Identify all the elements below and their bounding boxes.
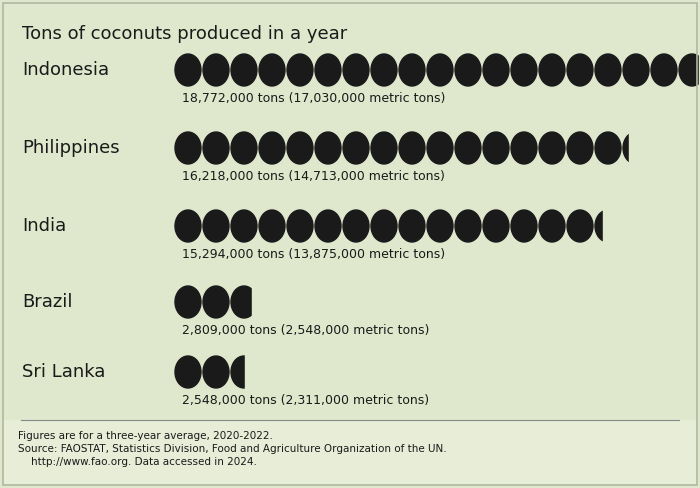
Ellipse shape <box>315 132 341 164</box>
Ellipse shape <box>651 54 677 86</box>
Ellipse shape <box>427 132 453 164</box>
Ellipse shape <box>203 132 229 164</box>
Ellipse shape <box>539 210 565 242</box>
Ellipse shape <box>315 54 341 86</box>
Ellipse shape <box>679 54 700 86</box>
Ellipse shape <box>567 132 593 164</box>
Ellipse shape <box>231 54 257 86</box>
Text: 15,294,000 tons (13,875,000 metric tons): 15,294,000 tons (13,875,000 metric tons) <box>182 248 445 261</box>
Bar <box>699 52 700 88</box>
Ellipse shape <box>231 356 257 388</box>
Bar <box>603 208 623 244</box>
Ellipse shape <box>175 356 201 388</box>
Text: 2,809,000 tons (2,548,000 metric tons): 2,809,000 tons (2,548,000 metric tons) <box>182 324 429 337</box>
Ellipse shape <box>623 132 649 164</box>
Text: Brazil: Brazil <box>22 293 73 311</box>
Ellipse shape <box>483 54 509 86</box>
Bar <box>245 354 259 390</box>
Ellipse shape <box>315 210 341 242</box>
Ellipse shape <box>203 356 229 388</box>
Ellipse shape <box>595 54 621 86</box>
Text: India: India <box>22 217 66 235</box>
Ellipse shape <box>287 54 313 86</box>
Ellipse shape <box>511 54 537 86</box>
Ellipse shape <box>203 210 229 242</box>
Ellipse shape <box>259 132 285 164</box>
Ellipse shape <box>539 54 565 86</box>
Text: Source: FAOSTAT, Statistics Division, Food and Agriculture Organization of the U: Source: FAOSTAT, Statistics Division, Fo… <box>18 444 447 454</box>
Text: 18,772,000 tons (17,030,000 metric tons): 18,772,000 tons (17,030,000 metric tons) <box>182 92 445 105</box>
Ellipse shape <box>287 132 313 164</box>
Ellipse shape <box>231 210 257 242</box>
Ellipse shape <box>427 54 453 86</box>
Text: Sri Lanka: Sri Lanka <box>22 363 106 381</box>
Ellipse shape <box>175 54 201 86</box>
Ellipse shape <box>231 132 257 164</box>
Ellipse shape <box>399 54 425 86</box>
Text: 2,548,000 tons (2,311,000 metric tons): 2,548,000 tons (2,311,000 metric tons) <box>182 394 429 407</box>
Ellipse shape <box>623 54 649 86</box>
Text: Figures are for a three-year average, 2020-2022.: Figures are for a three-year average, 20… <box>18 431 273 441</box>
Ellipse shape <box>259 54 285 86</box>
Ellipse shape <box>203 286 229 318</box>
Ellipse shape <box>483 210 509 242</box>
Text: Philippines: Philippines <box>22 139 120 157</box>
Ellipse shape <box>455 54 481 86</box>
Ellipse shape <box>455 210 481 242</box>
Ellipse shape <box>511 132 537 164</box>
Ellipse shape <box>259 210 285 242</box>
Bar <box>252 284 259 320</box>
Ellipse shape <box>567 54 593 86</box>
Ellipse shape <box>343 54 369 86</box>
Ellipse shape <box>539 132 565 164</box>
Text: Indonesia: Indonesia <box>22 61 109 79</box>
Ellipse shape <box>371 210 397 242</box>
Bar <box>629 130 651 166</box>
Ellipse shape <box>371 54 397 86</box>
Ellipse shape <box>399 210 425 242</box>
Ellipse shape <box>483 132 509 164</box>
Bar <box>4 420 696 484</box>
Text: 16,218,000 tons (14,713,000 metric tons): 16,218,000 tons (14,713,000 metric tons) <box>182 170 445 183</box>
Ellipse shape <box>371 132 397 164</box>
Ellipse shape <box>595 132 621 164</box>
Ellipse shape <box>203 54 229 86</box>
Ellipse shape <box>175 132 201 164</box>
Ellipse shape <box>399 132 425 164</box>
Ellipse shape <box>595 210 621 242</box>
Ellipse shape <box>427 210 453 242</box>
Ellipse shape <box>175 286 201 318</box>
Ellipse shape <box>343 210 369 242</box>
Ellipse shape <box>343 132 369 164</box>
Ellipse shape <box>231 286 257 318</box>
Ellipse shape <box>287 210 313 242</box>
Ellipse shape <box>175 210 201 242</box>
Ellipse shape <box>567 210 593 242</box>
Text: http://www.fao.org. Data accessed in 2024.: http://www.fao.org. Data accessed in 202… <box>18 457 257 467</box>
Text: Tons of coconuts produced in a year: Tons of coconuts produced in a year <box>22 25 347 43</box>
Ellipse shape <box>511 210 537 242</box>
Ellipse shape <box>455 132 481 164</box>
